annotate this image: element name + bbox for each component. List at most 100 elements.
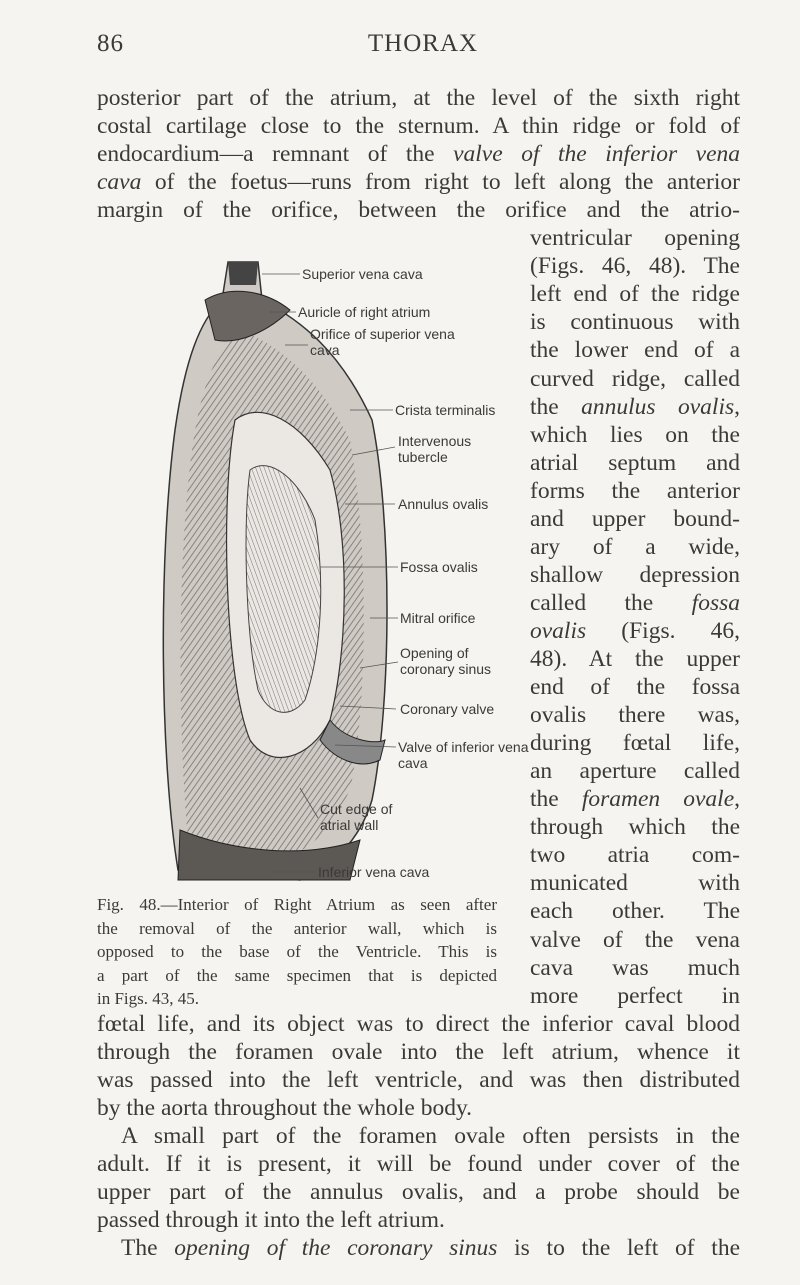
text-run: was passed into the left ventricle, and … [97,1066,740,1093]
text-run: forms the anterior [530,477,740,504]
body-line: ovalis there was, [530,701,740,729]
running-title: THORAX [367,30,479,57]
italic-run: fossa [691,589,740,616]
figure-caption: a part of the same specimen that is depi… [97,965,497,985]
body-line: was passed into the left ventricle, and … [97,1066,740,1094]
body-line: fœtal life, and its object was to direct… [97,1010,740,1038]
body-line: The opening of the coronary sinus is to … [121,1234,740,1262]
text-run: A small part of the foramen ovale often … [121,1122,740,1149]
body-line: each other. The [530,897,740,925]
text-run: posterior part of the atrium, at the lev… [97,85,740,111]
text-run: an aperture called [530,758,740,785]
italic-run: valve of the inferior vena [453,141,740,168]
text-run: called the [530,589,692,616]
body-line: curved ridge, called [530,365,740,393]
body-line: margin of the orifice, between the orifi… [97,196,740,224]
text-run: (Figs. 46, 48). The [530,253,740,280]
text-run: curved ridge, called [530,365,740,392]
figure-caption: opposed to the base of the Ventricle. Th… [97,942,497,961]
text-run: ary of a wide, [530,533,740,560]
text-run: by the aorta throughout the whole body. [97,1094,473,1121]
body-line: adult. If it is present, it will be foun… [97,1150,740,1178]
body-line: (Figs. 46, 48). The [530,252,740,280]
text-run: endocardium—a remnant of the [97,141,454,168]
page-number: 86 [97,30,124,57]
body-line: left end of the ridge [530,280,740,308]
text-run: during fœtal life, [530,730,740,757]
text-run: the [530,786,582,813]
text-run: costal cartilage close to the sternum. A… [97,113,740,140]
figure-label: Superior vena cava [302,266,423,282]
body-line: the annulus ovalis, [530,393,740,421]
body-line: upper part of the annulus ovalis, and a … [97,1178,740,1206]
text-run: valve of the vena [530,926,740,953]
text-run: left end of the ridge [530,281,740,308]
text-run: of the foetus—runs from right to left al… [141,169,740,196]
figure-label: Cut edge of atrial wall [320,801,393,833]
figure-label: Valve of inferior vena cava [398,739,529,771]
italic-run: annulus ovalis [581,393,735,420]
text-run: adult. If it is present, it will be foun… [97,1150,740,1177]
text-run: upper part of the annulus ovalis, and a … [97,1178,740,1205]
figure-caption: Fig. 48.—Interior of Right Atrium as see… [97,895,497,914]
body-line: the foramen ovale, [530,785,740,813]
body-line: cava was much [530,954,740,982]
text-run: cava was much [530,954,740,981]
figure-label: Mitral orifice [400,610,476,626]
figure-label: Opening of coronary sinus [400,645,492,677]
heart-drawing [162,261,388,881]
text-run: is to the left of the [497,1235,741,1262]
body-line: ovalis (Figs. 46, [530,617,740,645]
text-run: each other. The [530,898,740,925]
italic-run: foramen ovale [581,786,735,813]
body-line: passed through it into the left atrium. [97,1206,740,1234]
body-line: end of the fossa [530,673,740,701]
text-run: which lies on the [530,421,740,448]
body-line: an aperture called [530,757,740,785]
text-run: the lower end of a [530,337,740,364]
italic-run: opening of the coronary sinus [174,1235,498,1262]
text-run: the [530,393,582,420]
body-line: through which the [530,813,740,841]
body-line: endocardium—a remnant of the valve of th… [97,140,740,168]
text-run: two atria com- [530,842,740,869]
body-line: the lower end of a [530,336,740,364]
body-line: cava of the foetus—runs from right to le… [97,168,740,196]
body-line: atrial septum and [530,449,740,477]
text-run: 48). At the upper [530,646,740,672]
body-line: which lies on the [530,421,740,449]
text-run: end of the fossa [530,674,740,701]
text-run: The [121,1235,175,1262]
text-run: municated with [530,870,740,897]
body-line: valve of the vena [530,926,740,954]
body-line: posterior part of the atrium, at the lev… [97,84,740,112]
text-run: fœtal life, and its object was to direct… [97,1010,740,1037]
body-line: shallow depression [530,561,740,589]
figure-caption: the removal of the anterior wall, which … [97,918,497,938]
body-line: and upper bound- [530,505,740,533]
text-run: ovalis there was, [530,702,740,729]
text-run: passed through it into the left atrium. [97,1207,445,1233]
body-line: is continuous with [530,308,740,336]
figure-label: Crista terminalis [395,402,496,418]
text-run: (Figs. 46, [586,617,740,644]
figure-label: Annulus ovalis [398,496,489,512]
figure-label: Auricle of right atrium [298,304,431,320]
body-line: called the fossa [530,589,740,617]
body-line: costal cartilage close to the sternum. A… [97,112,740,140]
body-line: A small part of the foramen ovale often … [121,1122,740,1150]
body-line: through the foramen ovale into the left … [97,1038,740,1066]
text-run: margin of the orifice, between the orifi… [97,197,740,224]
body-line: more perfect in [530,982,740,1010]
italic-run: cava [97,169,142,196]
body-line: ary of a wide, [530,533,740,561]
body-line: municated with [530,869,740,897]
figure-label: Inferior vena cava [318,864,430,880]
text-run: shallow depression [530,561,740,588]
text-run: , [734,786,740,813]
text-run: through which the [530,814,740,841]
text-run: and upper bound- [530,505,740,532]
figure-label: Intervenous tubercle [398,433,472,465]
